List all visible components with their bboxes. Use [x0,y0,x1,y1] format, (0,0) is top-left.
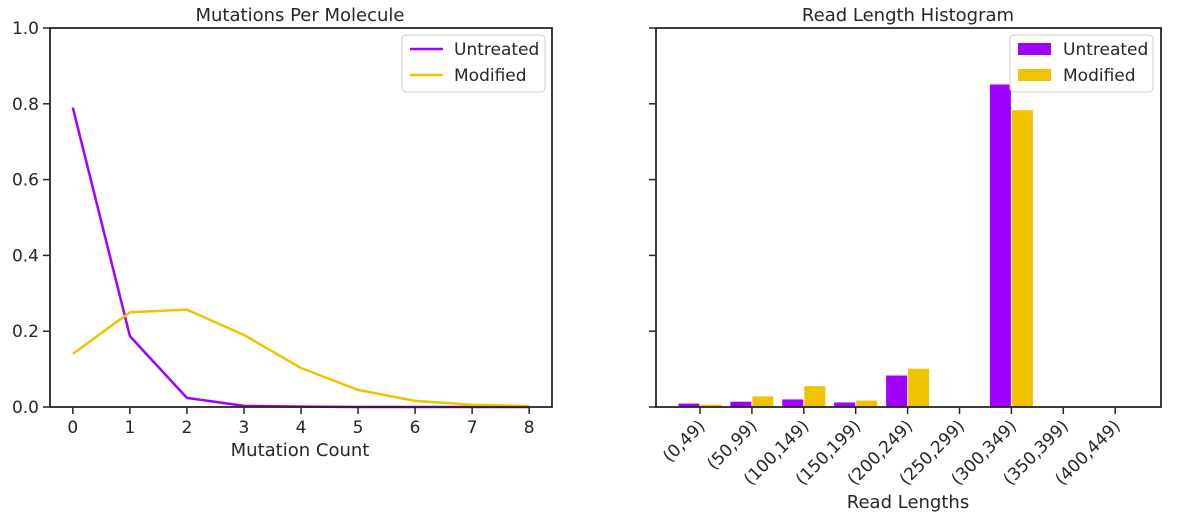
left-plot-area: 0 1 2 3 4 5 6 7 8 0.0 0.2 0.4 0.6 0.8 1.0 [12,19,553,438]
left-x-tick-label: 0 [67,418,78,438]
bar-untreated-6 [989,84,1011,407]
right-legend-untreated-label: Untreated [1063,40,1148,60]
left-x-tick-label: 4 [296,418,307,438]
right-x-tick-label: (0,49) [659,416,709,466]
left-chart-title: Mutations Per Molecule [195,5,404,26]
left-y-tick-label: 0.2 [12,322,39,342]
right-plot-area: (0,49)(50,99)(100,149)(150,199)(200,249)… [649,27,1162,490]
left-legend-untreated-label: Untreated [454,40,539,60]
right-legend: Untreated Modified [1009,34,1154,93]
left-y-tick-label: 0.0 [12,398,39,418]
left-x-tick-label: 7 [467,418,478,438]
left-x-tick-label: 1 [124,418,135,438]
bar-untreated-0 [678,403,700,407]
left-x-tick-label: 3 [239,418,250,438]
left-y-tick-label: 0.4 [12,246,39,266]
bar-modified-4 [908,368,930,407]
bar-modified-2 [804,386,826,407]
bar-modified-0 [700,404,722,407]
left-x-tick-label: 8 [524,418,535,438]
left-x-tick-label: 5 [353,418,364,438]
left-legend: Untreated Modified [401,34,546,93]
line-series-untreated [71,107,530,409]
left-y-tick-label: 1.0 [12,19,39,39]
bar-untreated-3 [834,402,856,407]
read-length-histogram-panel: Read Length Histogram (0,49)(50,99)(100,… [649,5,1162,513]
bar-modified-1 [752,396,774,407]
left-x-tick-label: 2 [181,418,192,438]
right-chart-title: Read Length Histogram [802,5,1014,26]
mutations-per-molecule-panel: Mutations Per Molecule 0 1 2 3 4 5 6 7 8 0.0 0.2 0.… [12,5,553,461]
legend-untreated-bar-swatch [1018,43,1051,55]
right-axes-frame [655,27,1162,408]
left-legend-modified-label: Modified [454,66,527,86]
legend-modified-bar-swatch [1018,69,1051,81]
left-x-tick-label: 6 [410,418,421,438]
bar-modified-3 [856,400,878,407]
bar-modified-6 [1011,110,1033,408]
right-x-axis-label: Read Lengths [847,492,969,513]
line-series-modified [72,308,530,408]
left-y-tick-label: 0.8 [12,95,39,115]
left-y-tick-label: 0.6 [12,171,39,191]
bar-untreated-2 [782,399,804,407]
bar-untreated-1 [730,401,752,407]
bar-untreated-4 [886,375,908,407]
right-legend-modified-label: Modified [1063,66,1136,86]
left-x-axis-label: Mutation Count [231,440,370,461]
